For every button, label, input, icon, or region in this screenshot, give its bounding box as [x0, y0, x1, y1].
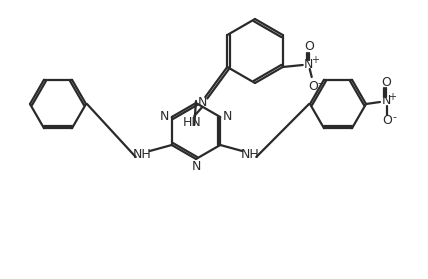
Text: -: - [392, 112, 396, 122]
Text: NH: NH [132, 148, 151, 162]
Text: HN: HN [183, 117, 202, 129]
Text: +: + [311, 55, 319, 65]
Text: O: O [304, 40, 314, 54]
Text: N: N [198, 95, 207, 109]
Text: N: N [381, 95, 391, 107]
Text: O: O [308, 80, 318, 93]
Text: N: N [304, 57, 313, 71]
Text: O: O [382, 114, 392, 126]
Text: O: O [381, 76, 391, 90]
Text: NH: NH [241, 148, 260, 162]
Text: +: + [388, 92, 396, 102]
Text: N: N [160, 109, 169, 122]
Text: N: N [191, 160, 201, 174]
Text: -: - [318, 78, 322, 88]
Text: N: N [223, 109, 232, 122]
